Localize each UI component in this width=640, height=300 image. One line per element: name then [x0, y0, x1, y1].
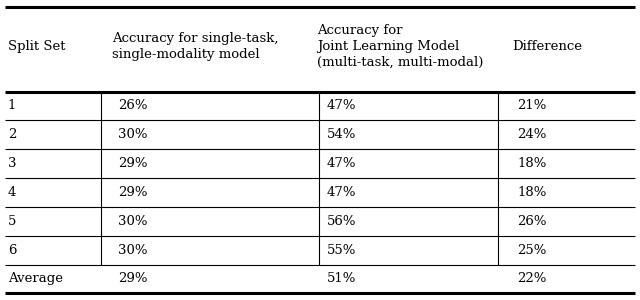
Text: 6: 6 — [8, 244, 16, 256]
Text: 5: 5 — [8, 215, 16, 228]
Text: 21%: 21% — [517, 99, 547, 112]
Text: 47%: 47% — [326, 157, 356, 170]
Text: 54%: 54% — [326, 128, 356, 141]
Text: 26%: 26% — [517, 215, 547, 228]
Text: 24%: 24% — [517, 128, 547, 141]
Text: 55%: 55% — [326, 244, 356, 256]
Text: 30%: 30% — [118, 244, 148, 256]
Text: 3: 3 — [8, 157, 16, 170]
Text: 4: 4 — [8, 186, 16, 199]
Text: 56%: 56% — [326, 215, 356, 228]
Text: 26%: 26% — [118, 99, 148, 112]
Text: 1: 1 — [8, 99, 16, 112]
Text: 18%: 18% — [517, 186, 547, 199]
Text: Split Set: Split Set — [8, 40, 65, 52]
Text: 30%: 30% — [118, 215, 148, 228]
Text: 22%: 22% — [517, 272, 547, 286]
Text: 18%: 18% — [517, 157, 547, 170]
Text: 47%: 47% — [326, 186, 356, 199]
Text: 47%: 47% — [326, 99, 356, 112]
Text: 51%: 51% — [326, 272, 356, 286]
Text: 25%: 25% — [517, 244, 547, 256]
Text: 29%: 29% — [118, 272, 148, 286]
Text: 2: 2 — [8, 128, 16, 141]
Text: 29%: 29% — [118, 157, 148, 170]
Text: Accuracy for
Joint Learning Model
(multi-task, multi-modal): Accuracy for Joint Learning Model (multi… — [317, 23, 483, 68]
Text: 29%: 29% — [118, 186, 148, 199]
Text: 30%: 30% — [118, 128, 148, 141]
Text: Accuracy for single-task,
single-modality model: Accuracy for single-task, single-modalit… — [112, 32, 278, 61]
Text: Difference: Difference — [512, 40, 582, 52]
Text: Average: Average — [8, 272, 63, 286]
